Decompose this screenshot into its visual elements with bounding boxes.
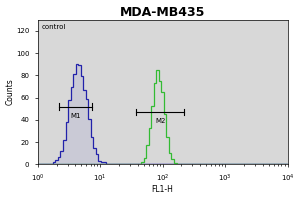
Text: control: control: [42, 24, 66, 30]
Polygon shape: [38, 64, 287, 164]
Y-axis label: Counts: Counts: [6, 79, 15, 105]
Text: M2: M2: [155, 118, 165, 124]
Title: MDA-MB435: MDA-MB435: [120, 6, 205, 19]
X-axis label: FL1-H: FL1-H: [152, 185, 174, 194]
Text: M1: M1: [70, 113, 81, 119]
